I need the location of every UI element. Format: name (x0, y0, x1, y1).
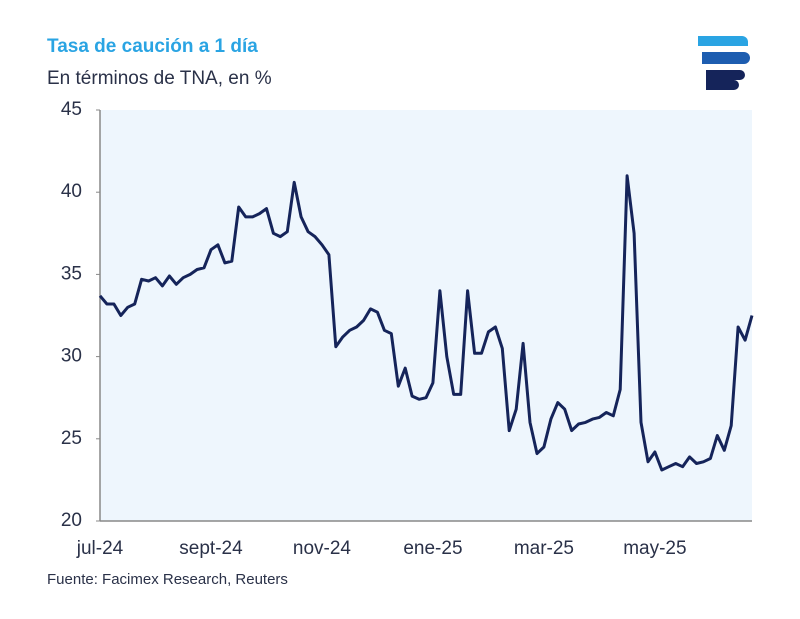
y-tick-label: 45 (61, 99, 82, 120)
y-tick-label: 30 (61, 346, 82, 367)
x-tick-label: nov-24 (293, 538, 352, 559)
x-tick-label: mar-25 (514, 538, 574, 559)
y-tick-label: 40 (61, 181, 82, 202)
x-tick-label: jul-24 (76, 538, 124, 559)
plot-area (100, 110, 752, 521)
y-tick-label: 25 (61, 428, 82, 449)
x-tick-label: sept-24 (179, 538, 243, 559)
logo (698, 36, 750, 90)
x-tick-label: may-25 (623, 538, 686, 559)
chart-title: Tasa de caución a 1 día (47, 36, 258, 57)
x-tick-label: ene-25 (403, 538, 462, 559)
data-line (98, 174, 754, 472)
y-tick-label: 35 (61, 263, 82, 284)
source-note: Fuente: Facimex Research, Reuters (47, 571, 288, 588)
chart-subtitle: En términos de TNA, en % (47, 68, 272, 89)
y-tick-label: 20 (61, 510, 82, 531)
